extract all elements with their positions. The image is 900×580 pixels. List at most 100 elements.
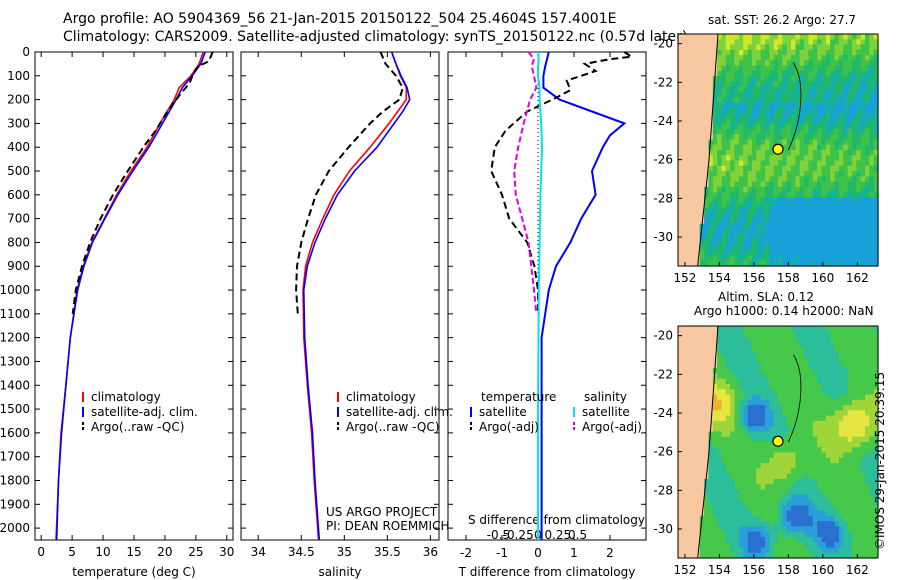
sst-map-cell <box>851 250 857 257</box>
sla-map-cell <box>860 489 866 496</box>
sla-map-cell <box>799 505 805 512</box>
difference-legend-header-t: temperature <box>481 390 556 404</box>
sla-map-cell <box>721 373 727 380</box>
temperature-plot-xtick-label: 30 <box>219 545 234 559</box>
sst-map-cell <box>821 113 827 119</box>
sla-map-cell <box>830 542 836 549</box>
sst-map-cell <box>851 155 857 162</box>
sst-map-cell <box>691 234 696 241</box>
sst-map-cell <box>730 118 736 125</box>
sla-map-cell <box>847 442 853 448</box>
sla-map-cell <box>708 478 714 485</box>
sla-map-cell <box>751 452 757 459</box>
sla-map-cell <box>843 500 849 506</box>
sst-map-cell <box>678 97 683 104</box>
sla-map-cell <box>834 552 840 559</box>
sst-map-cell <box>743 123 749 130</box>
sla-map-cell <box>725 536 731 543</box>
sst-map-cell <box>773 102 779 109</box>
sst-map-cell <box>843 197 849 204</box>
sla-map-cell <box>812 368 818 375</box>
sst-map-cell <box>838 113 844 119</box>
sst-map-cell <box>847 250 853 257</box>
sst-map-cell <box>825 49 831 56</box>
sst-map-cell <box>825 70 831 77</box>
sst-map-cell <box>712 192 718 199</box>
sst-map-cell <box>751 186 757 193</box>
sst-map-cell <box>865 102 870 109</box>
sst-map-cell <box>730 160 736 167</box>
sst-map-cell <box>717 192 722 199</box>
sla-map-cell <box>869 341 875 348</box>
sst-map-cell <box>847 171 853 177</box>
sst-map-cell <box>730 97 736 104</box>
sla-map-cell <box>856 521 862 527</box>
sla-map-cell <box>856 505 862 512</box>
sst-map-cell <box>708 76 714 83</box>
sla-map-cell <box>769 500 775 506</box>
figure-title-line1: Argo profile: AO 5904369_56 21-Jan-2015 … <box>63 11 617 27</box>
sst-map-cell <box>830 155 836 162</box>
sst-map-cell <box>821 160 827 167</box>
sla-map-cell <box>760 410 766 417</box>
sla-map-cell <box>804 494 809 501</box>
sst-map-cell <box>734 239 740 246</box>
sla-map-cell <box>795 326 801 332</box>
sst-map-cell <box>730 144 736 151</box>
sla-map-cell <box>708 378 714 385</box>
sst-map-cell <box>747 234 753 241</box>
sla-map-cell <box>856 452 862 459</box>
sla-map-cell <box>791 389 796 396</box>
sla-map-cell <box>778 326 783 332</box>
sla-map-cell <box>856 368 862 375</box>
sst-map-cell <box>782 218 788 225</box>
sla-map-cell <box>865 436 870 443</box>
sst-map-cell <box>725 81 731 88</box>
sst-map-cell <box>730 192 736 199</box>
sla-map-cell <box>756 336 762 343</box>
sst-map-cell <box>738 234 744 241</box>
sst-map-cell <box>691 202 696 209</box>
sst-map-cell <box>686 208 692 214</box>
sla-map-cell <box>873 510 879 517</box>
sla-map-cell <box>773 542 779 549</box>
sla-map-cell <box>799 378 805 385</box>
sla-map-cell <box>843 347 849 353</box>
sst-map-cell <box>691 81 696 88</box>
sst-map-cell <box>821 65 827 72</box>
sst-map-cell <box>851 49 857 56</box>
sla-map-cell <box>738 431 744 438</box>
sst-map-cell <box>725 134 731 141</box>
sla-map-cell <box>686 552 692 559</box>
sst-map-cell <box>795 160 801 167</box>
sst-map-cell <box>782 176 788 183</box>
sla-map-cell <box>786 420 792 427</box>
difference-plot-xtick-label: -1 <box>496 546 508 560</box>
sla-map-cell <box>691 362 696 369</box>
sla-map-cell <box>708 368 714 375</box>
sla-map-cell <box>769 431 775 438</box>
sst-map-cell <box>712 255 718 262</box>
sst-map-cell <box>686 134 692 141</box>
sla-map-cell <box>856 431 862 438</box>
sst-map-cell <box>678 92 683 98</box>
sst-map-cell <box>791 176 796 183</box>
sla-map-cell <box>808 399 814 406</box>
sst-map-cell <box>808 192 814 199</box>
sst-map-cell <box>851 128 857 135</box>
sla-map-cell <box>812 352 818 359</box>
sst-map-cell <box>851 60 857 67</box>
sst-map-cell <box>778 165 783 172</box>
sst-map-cell <box>708 113 714 119</box>
sla-map-cell <box>708 436 714 443</box>
sla-map-cell <box>769 468 775 475</box>
sla-map-cell <box>843 431 849 438</box>
sst-map-cell <box>843 229 849 235</box>
sst-map-cell <box>717 70 722 77</box>
sla-map-cell <box>721 347 727 353</box>
sst-map-cell <box>734 123 740 130</box>
sst-map-cell <box>817 155 822 162</box>
sla-map-cell <box>847 478 853 485</box>
sst-map-cell <box>778 202 783 209</box>
sla-map-cell <box>869 510 875 517</box>
